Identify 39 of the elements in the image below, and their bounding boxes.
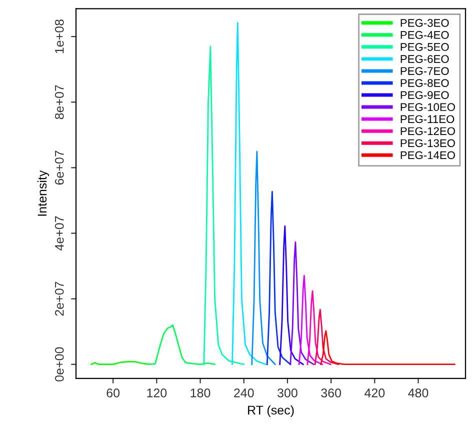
y-tick-label: 2e+07 [54, 282, 64, 316]
legend-label: PEG-4EO [400, 31, 449, 39]
line-series [232, 22, 266, 366]
line-series [266, 190, 292, 366]
legend-label: PEG-5EO [400, 43, 449, 51]
legend-label: PEG-11EO [400, 115, 454, 124]
legend-label: PEG-12EO [400, 127, 455, 136]
y-tick-label: 6e+07 [54, 150, 64, 185]
line-series [279, 225, 304, 366]
x-tick-label: 300 [278, 388, 298, 398]
legend-label: PEG-13EO [400, 139, 455, 148]
line-series [320, 330, 456, 366]
legend-label: PEG-6EO [400, 55, 449, 63]
legend-label: PEG-9EO [400, 91, 449, 100]
x-tick-label: 360 [321, 388, 342, 398]
x-tick-label: 60 [106, 388, 120, 398]
legend-label: PEG-10EO [400, 103, 455, 112]
line-series [314, 308, 340, 366]
x-tick-label: 180 [190, 388, 210, 398]
legend-label: PEG-3EO [400, 18, 449, 27]
legend-label: PEG-8EO [400, 79, 449, 87]
y-tick-label: 0e+00 [54, 347, 64, 382]
x-tick-label: 120 [147, 388, 167, 398]
line-series [148, 324, 216, 366]
line-series [251, 150, 276, 366]
x-tick-label: 240 [234, 388, 254, 398]
line-series [203, 46, 245, 366]
x-axis-title: RT (sec) [248, 405, 294, 418]
legend-label: PEG-7EO [400, 67, 449, 75]
legend-label: PEG-14EO [400, 151, 455, 160]
y-tick-label: 8e+07 [54, 85, 64, 120]
line-series [306, 290, 332, 366]
y-tick-label: 1e+08 [54, 20, 64, 54]
y-tick-label: 4e+07 [54, 216, 64, 251]
x-tick-label: 420 [364, 388, 385, 398]
x-tick-label: 480 [408, 388, 428, 398]
y-axis-title: Intensity [37, 170, 50, 216]
line-series [290, 241, 314, 366]
line-series [298, 274, 324, 366]
